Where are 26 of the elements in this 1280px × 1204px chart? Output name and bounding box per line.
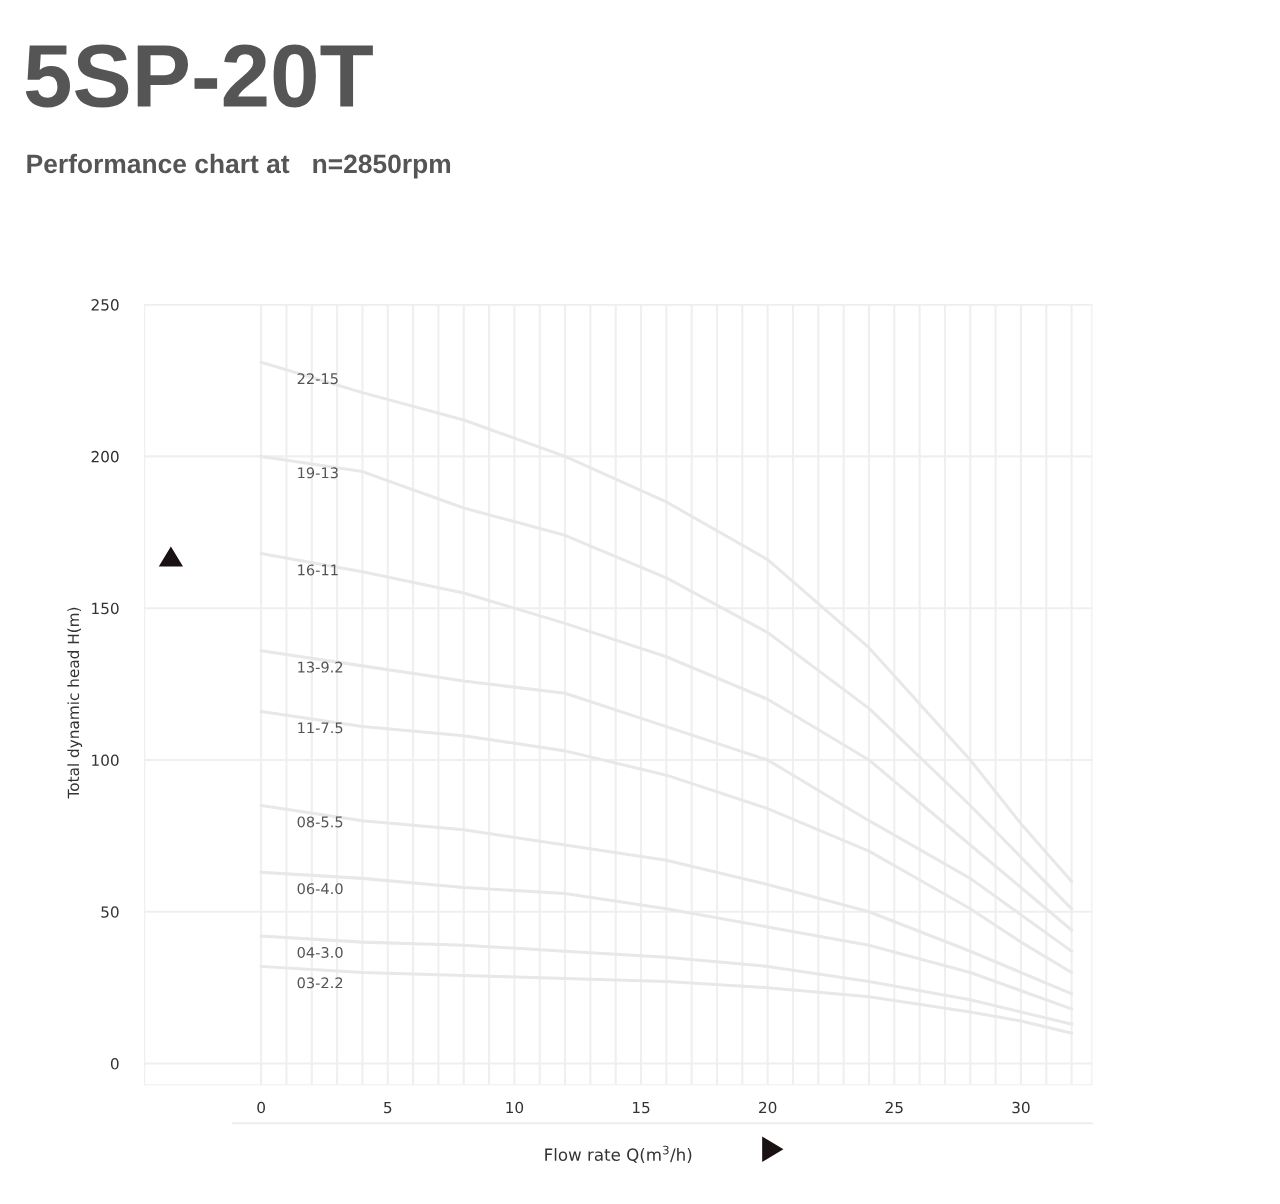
series-label: 16-11 — [298, 564, 338, 576]
series-label: 19-13 — [298, 467, 338, 479]
y-tick-label: 200 — [91, 450, 119, 463]
x-tick-label: 0 — [257, 1101, 265, 1114]
y-tick-label: 100 — [92, 754, 119, 766]
x-tick-label: 10 — [506, 1101, 524, 1114]
series-label: 11-7.5 — [298, 722, 343, 734]
series-label: 04-3.0 — [297, 946, 343, 958]
chart-subtitle: Performance chart at n=2850rpm — [27, 153, 451, 179]
series-label: 03-2.2 — [297, 977, 343, 989]
series-label: 06-4.0 — [297, 883, 343, 895]
y-tick-label: 250 — [91, 299, 119, 311]
x-axis-title: Flow rate Q(m$^{3}$/h) — [545, 1145, 692, 1163]
x-tick-label: 30 — [1012, 1101, 1030, 1114]
series-label: 22-15 — [297, 373, 338, 385]
y-axis-title: Total dynamic head H(m) — [67, 607, 83, 799]
y-tick-label: 150 — [92, 602, 119, 615]
chart-title: 5SP-20T — [25, 44, 373, 108]
x-tick-label: 15 — [632, 1101, 650, 1114]
x-tick-label: 20 — [759, 1101, 777, 1114]
series-label: 08-5.5 — [297, 816, 343, 828]
y-tick-label: 50 — [101, 906, 119, 918]
x-tick-label: 25 — [885, 1101, 903, 1114]
y-tick-label: 0 — [110, 1058, 119, 1070]
x-tick-label: 5 — [384, 1101, 392, 1114]
series-label: 13-9.2 — [298, 661, 343, 673]
